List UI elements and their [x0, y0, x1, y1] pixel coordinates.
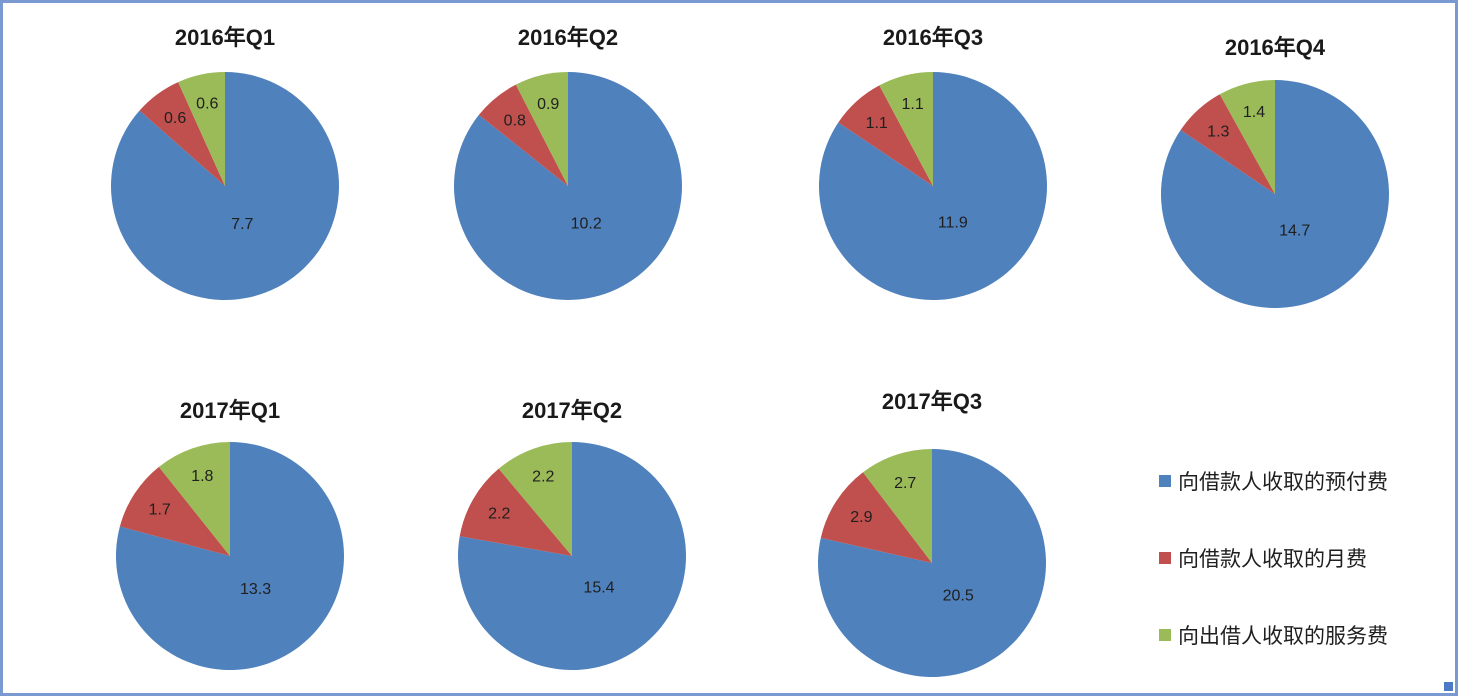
pie-chart-2017-q2[interactable]: 15.4 2.2 2.2: [457, 441, 687, 671]
pie-slice-red[interactable]: [119, 466, 230, 556]
chart-title-2016-q2: 2016年Q2: [517, 25, 619, 50]
data-label: 13.3: [240, 581, 271, 598]
resize-handle[interactable]: [1444, 682, 1453, 691]
pie-chart-2016-q3[interactable]: 11.9 1.1 1.1: [818, 71, 1048, 301]
pie-slice-blue[interactable]: [1160, 80, 1389, 308]
legend-marker-blue-icon: [1159, 475, 1171, 487]
legend-marker-red-icon: [1159, 552, 1171, 564]
data-label: 1.3: [1207, 124, 1229, 141]
data-label: 1.1: [866, 115, 888, 132]
pie-slice-green[interactable]: [158, 442, 230, 556]
pie-slice-green[interactable]: [178, 72, 225, 186]
data-label: 7.7: [231, 216, 253, 233]
data-label: 11.9: [938, 215, 968, 232]
data-label: 2.2: [488, 506, 510, 523]
data-label: 1.1: [901, 96, 923, 113]
data-label: 1.7: [149, 502, 171, 519]
data-label: 2.9: [850, 509, 872, 526]
data-label: 0.6: [196, 95, 218, 112]
data-label: 1.8: [191, 468, 213, 485]
pie-chart-2016-q4[interactable]: 14.7 1.3 1.4: [1160, 79, 1390, 309]
chart-title-2016-q1: 2016年Q1: [174, 25, 276, 50]
legend-label: 向出借人收取的服务费: [1178, 625, 1388, 648]
pie-slice-blue[interactable]: [457, 442, 686, 670]
chart-title-2016-q4: 2016年Q4: [1224, 35, 1326, 60]
pie-chart-2016-q2[interactable]: 10.2 0.8 0.9: [453, 71, 683, 301]
pie-slice-green[interactable]: [515, 72, 568, 186]
legend-label: 向借款人收取的预付费: [1178, 471, 1388, 494]
legend-marker-green-icon: [1159, 629, 1171, 641]
data-label: 20.5: [943, 587, 974, 604]
legend-item-monthly-fee[interactable]: 向借款人收取的月费: [1159, 545, 1388, 571]
pie-slice-green[interactable]: [498, 442, 572, 556]
data-label: 1.4: [1243, 104, 1265, 121]
pie-slice-red[interactable]: [1180, 94, 1275, 194]
chart-title-2017-q3: 2017年Q3: [881, 389, 983, 414]
data-label: 10.2: [571, 215, 602, 232]
pie-slice-red[interactable]: [459, 468, 572, 556]
legend-item-prepaid-fee[interactable]: 向借款人收取的预付费: [1159, 468, 1388, 494]
pie-slice-green[interactable]: [863, 449, 932, 563]
chart-title-2017-q2: 2017年Q2: [521, 398, 623, 423]
data-label: 0.9: [537, 96, 559, 113]
pie-slice-green[interactable]: [879, 72, 933, 186]
pie-slice-red[interactable]: [820, 472, 932, 563]
legend-label: 向借款人收取的月费: [1178, 548, 1367, 571]
pie-chart-2017-q3[interactable]: 20.5 2.9 2.7: [817, 448, 1047, 678]
pie-chart-2017-q1[interactable]: 13.3 1.7 1.8: [115, 441, 345, 671]
data-label: 0.8: [504, 113, 526, 130]
pie-slice-red[interactable]: [478, 84, 568, 186]
data-label: 0.6: [164, 110, 186, 127]
pie-slice-blue[interactable]: [818, 72, 1047, 300]
chart-title-2016-q3: 2016年Q3: [882, 25, 984, 50]
pie-slice-blue[interactable]: [453, 72, 682, 300]
pie-slice-red[interactable]: [139, 82, 225, 186]
data-label: 15.4: [583, 580, 614, 597]
pie-slice-blue[interactable]: [111, 72, 340, 300]
legend-item-service-fee[interactable]: 向出借人收取的服务费: [1159, 622, 1388, 648]
data-label: 2.2: [532, 469, 554, 486]
data-label: 14.7: [1279, 223, 1310, 240]
pie-slice-blue[interactable]: [817, 449, 1046, 677]
pie-slice-red[interactable]: [838, 85, 933, 186]
chart-title-2017-q1: 2017年Q1: [179, 398, 281, 423]
pie-slice-blue[interactable]: [115, 442, 344, 670]
pie-slice-green[interactable]: [1219, 80, 1275, 194]
data-label: 2.7: [894, 475, 916, 492]
legend: 向借款人收取的预付费 向借款人收取的月费 向出借人收取的服务费: [1159, 468, 1388, 693]
pie-chart-2016-q1[interactable]: 7.7 0.6 0.6: [110, 71, 340, 301]
